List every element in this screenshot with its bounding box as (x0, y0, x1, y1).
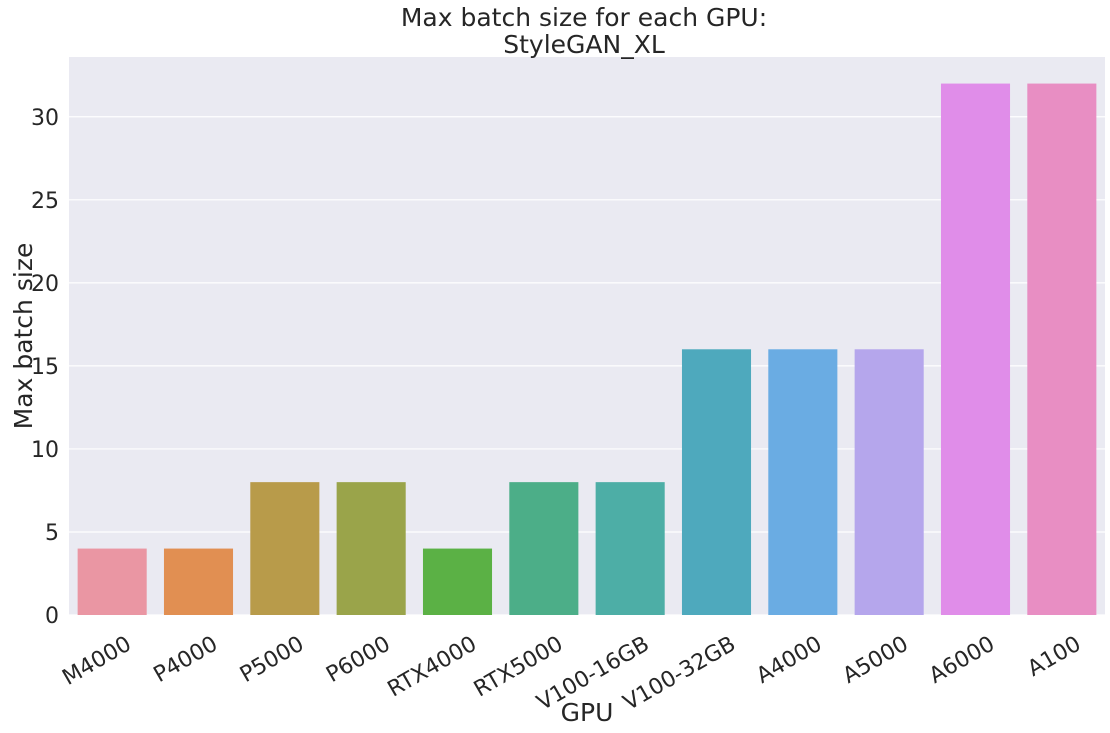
x-tick-label: A100 (1024, 632, 1086, 682)
bar-a5000 (854, 349, 924, 615)
x-tick-label: A5000 (839, 632, 913, 689)
y-axis-label: Max batch size (9, 243, 38, 430)
x-tick-label: A6000 (925, 632, 999, 689)
plot-background (69, 57, 1105, 615)
y-tick-label: 5 (45, 521, 59, 546)
bar-v100-16gb (595, 482, 665, 615)
chart-title-line2: StyleGAN_XL (503, 30, 665, 59)
y-tick-label: 15 (31, 355, 59, 380)
bars (77, 83, 1097, 616)
y-tick-label: 20 (31, 272, 59, 297)
gridlines (69, 116, 1105, 616)
x-tick-label: P5000 (236, 632, 308, 688)
x-tick-label: P4000 (150, 632, 222, 688)
x-tick-label: A4000 (752, 632, 826, 689)
bar-p4000 (163, 548, 234, 615)
y-tick-label: 10 (31, 438, 59, 463)
x-tick-label: RTX4000 (384, 632, 482, 703)
bar-v100-32gb (681, 349, 752, 615)
bar-rtx5000 (509, 482, 579, 615)
bar-p5000 (250, 482, 320, 615)
bar-a100 (1027, 83, 1097, 616)
bar-m4000 (77, 548, 147, 615)
y-tick-label: 0 (45, 604, 59, 629)
bar-p6000 (336, 482, 406, 615)
x-axis-label: GPU (561, 698, 614, 727)
bar-a4000 (768, 349, 838, 615)
y-tick-labels: 0 5 10 15 20 25 30 (31, 106, 59, 629)
y-tick-label: 30 (31, 106, 59, 131)
bar-a6000 (940, 83, 1011, 616)
x-tick-label: M4000 (58, 632, 135, 691)
bar-rtx4000 (422, 548, 493, 615)
chart-title-line1: Max batch size for each GPU: (401, 3, 767, 32)
y-tick-label: 25 (31, 189, 59, 214)
